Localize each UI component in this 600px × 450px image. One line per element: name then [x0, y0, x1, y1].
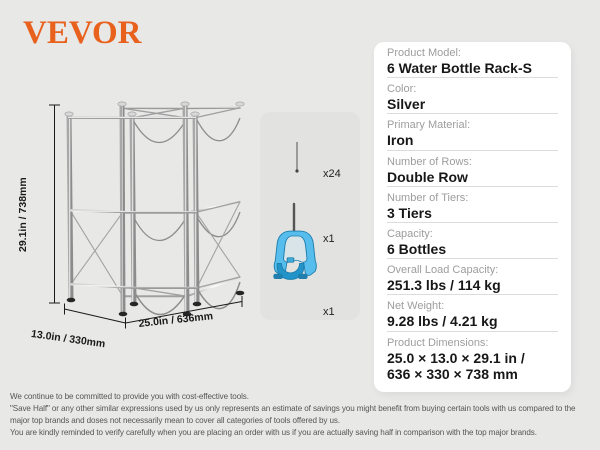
svg-text:x1: x1: [323, 306, 335, 318]
svg-text:x1: x1: [323, 233, 335, 245]
svg-text:x24: x24: [323, 168, 341, 180]
